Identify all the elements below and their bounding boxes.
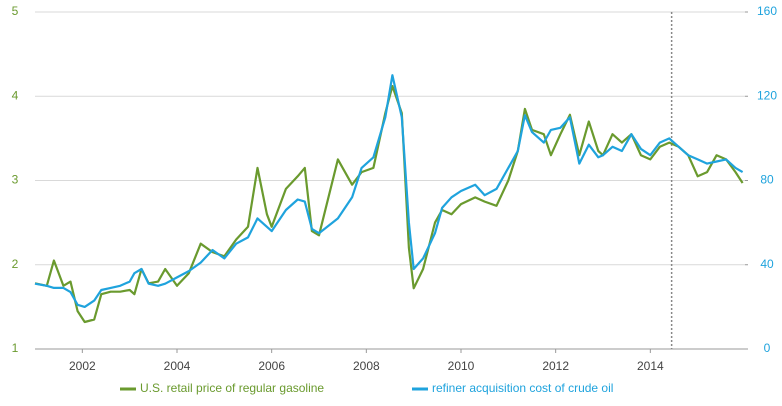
y-tick-label: 5 — [12, 4, 19, 18]
y-tick-label: 2 — [12, 257, 19, 271]
y2-tick-label: 160 — [757, 4, 777, 18]
legend-label: refiner acquisition cost of crude oil — [432, 381, 613, 395]
x-tick-label: 2008 — [353, 359, 380, 373]
y2-tick-label: 0 — [764, 341, 771, 355]
x-tick-label: 2010 — [448, 359, 475, 373]
series-line — [34, 85, 744, 324]
y-tick-label: 4 — [12, 88, 19, 102]
y2-tick-label: 40 — [760, 257, 774, 271]
y-tick-label: 1 — [12, 341, 19, 355]
x-tick-label: 2002 — [69, 359, 96, 373]
x-tick-label: 2014 — [637, 359, 664, 373]
y2-tick-label: 80 — [760, 173, 774, 187]
legend-label: U.S. retail price of regular gasoline — [140, 381, 324, 395]
y2-tick-label: 120 — [757, 88, 777, 102]
series-line — [34, 74, 744, 308]
x-tick-label: 2006 — [258, 359, 285, 373]
x-tick-label: 2012 — [542, 359, 569, 373]
x-tick-label: 2004 — [164, 359, 191, 373]
y-tick-label: 3 — [12, 173, 19, 187]
